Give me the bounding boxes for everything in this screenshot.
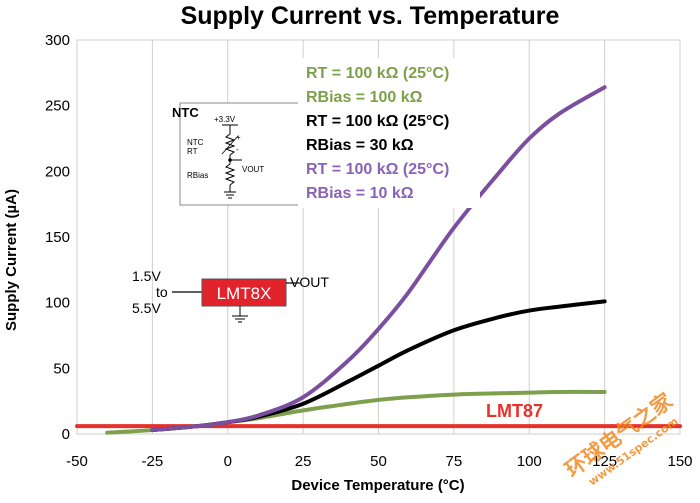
ntc-label-rt: RT — [187, 147, 198, 156]
lmt8x-chip — [201, 278, 287, 307]
ntc-label-ntc: NTC — [187, 138, 204, 147]
y-tick-label: 50 — [53, 360, 70, 377]
series-rbias-10k-line — [150, 85, 607, 433]
legend-background — [298, 58, 480, 208]
legend-entry: RBias = 30 kΩ — [306, 137, 414, 154]
y-tick-label: 100 — [45, 295, 70, 312]
lmt87-annotation: LMT87 — [486, 401, 543, 421]
y-tick-label: 300 — [45, 32, 70, 49]
legend-entry: RT = 100 kΩ (25°C) — [306, 161, 449, 178]
y-axis-title: Supply Current (µA) — [3, 189, 20, 331]
series-group — [75, 85, 682, 435]
legend: RT = 100 kΩ (25°C) RBias = 100 kΩ RT = 100… — [298, 58, 480, 208]
lmt-input-to: to — [156, 284, 168, 300]
x-tick-label: 25 — [295, 453, 312, 470]
x-tick-label: 75 — [446, 453, 463, 470]
x-axis-ticks: -50 -25 0 25 50 75 100 125 150 — [66, 453, 692, 470]
ntc-circuit-diagram: NTC +3.3V NTC RT + - VOUT RBias — [172, 102, 307, 206]
watermark: 环球电气之家 www.51spec.com — [561, 388, 681, 488]
lmt-input-voltage-max: 5.5V — [132, 300, 161, 316]
lmt-vout-label: VOUT — [290, 274, 329, 290]
x-tick-label: 125 — [592, 453, 617, 470]
y-tick-label: 250 — [45, 98, 70, 115]
ntc-supply-label: +3.3V — [214, 115, 236, 124]
ntc-diagram-title: NTC — [172, 105, 199, 120]
legend-entry: RT = 100 kΩ (25°C) — [306, 65, 449, 82]
legend-entry: RT = 100 kΩ (25°C) — [306, 113, 449, 130]
ntc-rbias-label: RBias — [187, 171, 208, 180]
x-axis-title: Device Temperature (°C) — [291, 477, 464, 494]
legend-entry: RBias = 100 kΩ — [306, 89, 423, 106]
chart-title: Supply Current vs. Temperature — [181, 2, 560, 30]
lmt-input-voltage-min: 1.5V — [132, 268, 161, 284]
x-tick-label: -25 — [142, 453, 164, 470]
x-tick-label: 0 — [224, 453, 232, 470]
ntc-rbias-resistor — [224, 163, 236, 186]
y-tick-label: 150 — [45, 229, 70, 246]
ntc-diagram-frame — [179, 102, 307, 206]
x-tick-label: 150 — [667, 453, 692, 470]
ntc-minus-label: - — [236, 145, 239, 154]
ntc-thermistor-arrow — [221, 135, 239, 155]
ntc-plus-label: + — [236, 133, 241, 142]
lmt8x-diagram: 1.5V to 5.5V LMT8X VOUT — [132, 268, 329, 323]
x-tick-label: -50 — [66, 453, 88, 470]
x-tick-label: 100 — [517, 453, 542, 470]
x-tick-label: 50 — [370, 453, 387, 470]
legend-entry: RBias = 10 kΩ — [306, 185, 414, 202]
y-tick-label: 200 — [45, 163, 70, 180]
y-axis-ticks: 0 50 100 150 200 250 300 — [45, 32, 70, 443]
y-tick-label: 0 — [62, 426, 70, 443]
lmt8x-chip-label: LMT8X — [217, 284, 272, 303]
ntc-vout-label: VOUT — [242, 165, 264, 174]
